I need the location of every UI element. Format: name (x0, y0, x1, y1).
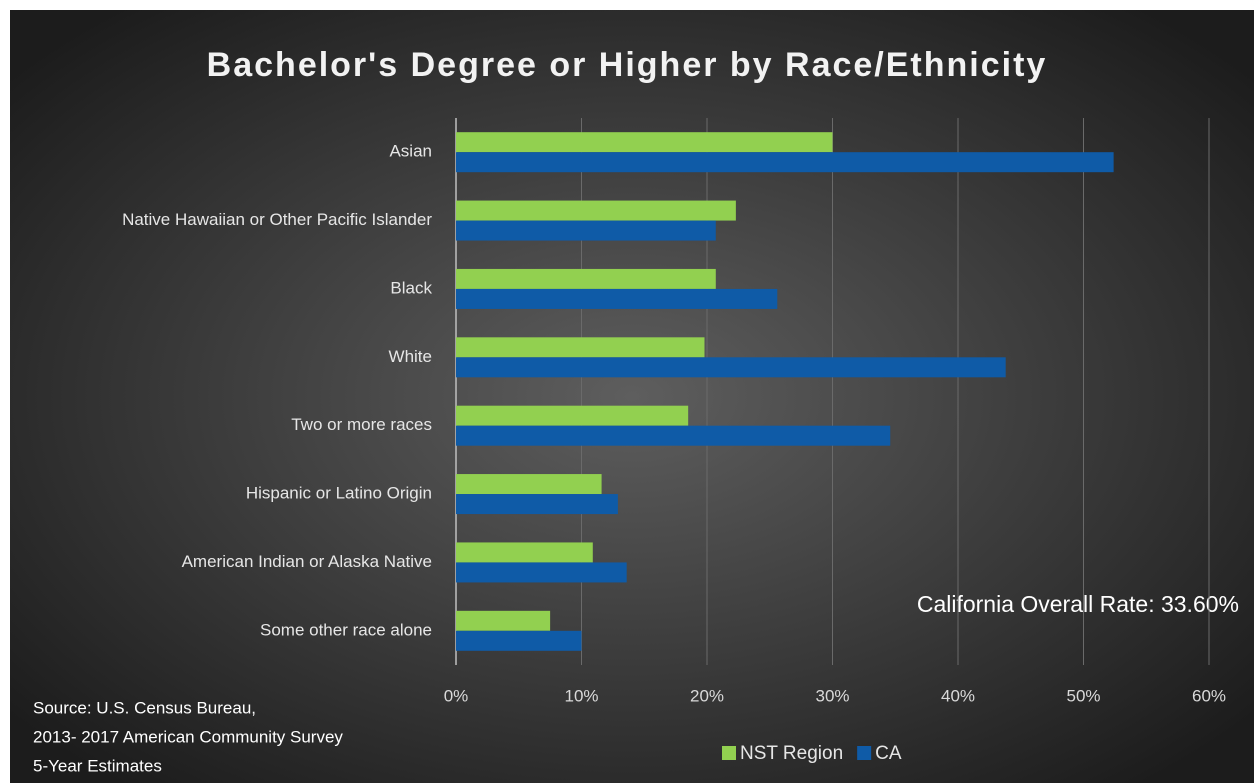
bar (456, 474, 602, 495)
x-tick-label: 0% (444, 686, 469, 705)
bar (456, 200, 736, 221)
chart-title: Bachelor's Degree or Higher by Race/Ethn… (207, 46, 1048, 84)
bar (456, 220, 716, 241)
legend-label: NST Region (740, 743, 843, 764)
bar (456, 425, 891, 446)
y-tick-label: Asian (389, 142, 432, 161)
source-note: Source: U.S. Census Bureau, (33, 698, 256, 717)
source-note: 5-Year Estimates (33, 756, 162, 775)
bar (456, 357, 1006, 378)
annotation: California Overall Rate: 33.60% (917, 591, 1239, 617)
x-tick-label: 50% (1066, 686, 1100, 705)
bar (456, 152, 1114, 173)
bar (456, 562, 627, 583)
bar (456, 630, 582, 651)
bar (456, 542, 593, 563)
y-tick-label: Native Hawaiian or Other Pacific Islande… (122, 210, 432, 229)
y-tick-label: Two or more races (291, 415, 432, 434)
x-tick-label: 40% (941, 686, 975, 705)
x-tick-label: 30% (815, 686, 849, 705)
bar (456, 288, 778, 309)
y-tick-label: Hispanic or Latino Origin (246, 484, 432, 503)
x-tick-label: 10% (564, 686, 598, 705)
bar (456, 268, 716, 289)
chart-background (10, 10, 1254, 783)
y-tick-label: Some other race alone (260, 620, 432, 639)
bar (456, 494, 618, 515)
x-tick-label: 20% (690, 686, 724, 705)
y-tick-label: White (389, 347, 432, 366)
y-tick-label: American Indian or Alaska Native (182, 552, 432, 571)
y-tick-label: Black (390, 278, 432, 297)
bar (456, 132, 833, 153)
legend-swatch (857, 746, 872, 760)
bar (456, 337, 705, 358)
source-note: 2013- 2017 American Community Survey (33, 727, 343, 746)
legend-label: CA (875, 743, 902, 764)
bar (456, 405, 689, 426)
bar (456, 610, 551, 631)
legend-swatch (722, 746, 736, 760)
x-tick-label: 60% (1192, 686, 1226, 705)
